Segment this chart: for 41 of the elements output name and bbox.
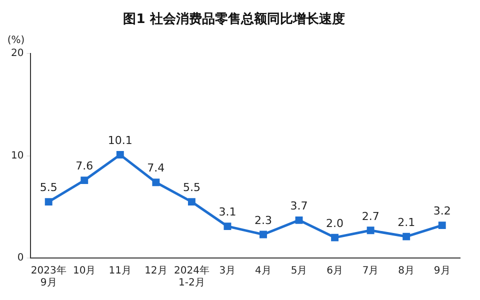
- point: [260, 230, 267, 238]
- x-tick-label: 3月: [219, 266, 236, 277]
- point: [80, 176, 88, 184]
- data-label: 3.2: [433, 204, 451, 218]
- data-label: 2.0: [326, 216, 344, 230]
- data-label: 5.5: [182, 181, 200, 194]
- chart-title: 图1 社会消费品零售总额同比增长速度: [123, 11, 345, 28]
- point: [44, 198, 52, 206]
- y-tick-label: 10: [10, 150, 24, 162]
- x-tick-label: 7月: [362, 266, 379, 277]
- y-tick-label: 20: [10, 48, 24, 60]
- point: [188, 198, 196, 206]
- x-tick-label: 10月: [73, 266, 96, 277]
- data-label: 7.6: [76, 160, 94, 173]
- data-label: 2.1: [398, 216, 416, 229]
- data-label: 2.7: [362, 210, 380, 223]
- x-tick-label: 2024年 1-2月: [174, 264, 210, 289]
- x-tick-label: 11月: [108, 266, 132, 277]
- x-tick-label: 8月: [398, 266, 415, 277]
- point: [438, 222, 446, 230]
- y-axis-title: (%): [7, 35, 25, 46]
- point: [152, 178, 160, 186]
- data-label: 2.3: [254, 214, 272, 227]
- data-label: 3.1: [218, 206, 236, 219]
- data-label: 10.1: [108, 134, 132, 148]
- data-label: 3.7: [290, 200, 308, 213]
- x-tick-label: 4月: [255, 266, 272, 277]
- point: [366, 226, 374, 234]
- x-tick-label: 5月: [290, 266, 308, 277]
- x-tick-label: 12月: [144, 266, 168, 277]
- data-label: 5.5: [40, 181, 58, 194]
- point: [116, 151, 124, 159]
- point: [331, 234, 339, 242]
- data-label: 7.4: [147, 162, 165, 175]
- point: [295, 216, 303, 224]
- x-tick-label: 9月: [434, 266, 450, 277]
- point: [224, 222, 232, 230]
- x-tick-label: 2023年 9月: [30, 264, 66, 289]
- x-tick-label: 6月: [326, 266, 343, 277]
- point: [402, 232, 410, 240]
- y-tick-label: 0: [17, 252, 24, 264]
